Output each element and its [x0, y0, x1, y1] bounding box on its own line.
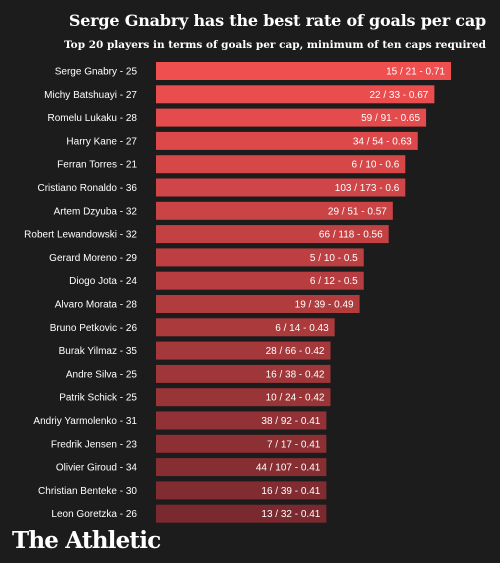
data-label: 15 / 21 - 0.71	[386, 67, 445, 78]
bar	[156, 318, 335, 337]
data-label: 6 / 12 - 0.5	[310, 276, 358, 287]
bar	[156, 225, 389, 244]
bar	[156, 388, 331, 407]
chart-subtitle: Top 20 players in terms of goals per cap…	[64, 39, 486, 51]
data-label: 7 / 17 - 0.41	[267, 439, 321, 450]
the-athletic-logo: The Athletic	[12, 527, 161, 554]
data-label: 22 / 33 - 0.67	[369, 90, 428, 101]
data-label: 34 / 54 - 0.63	[353, 136, 412, 147]
data-label: 66 / 118 - 0.56	[319, 230, 383, 241]
category-label: Diogo Jota - 24	[69, 276, 137, 287]
category-label: Alvaro Morata - 28	[55, 300, 138, 311]
category-label: Andriy Yarmolenko - 31	[33, 416, 137, 427]
data-label: 19 / 39 - 0.49	[295, 300, 354, 311]
data-label: 6 / 10 - 0.6	[351, 160, 399, 171]
category-label: Artem Dzyuba - 32	[54, 206, 138, 217]
category-label: Harry Kane - 27	[66, 136, 137, 147]
bar	[156, 434, 327, 453]
category-label: Gerard Moreno - 29	[49, 253, 137, 264]
bar	[156, 131, 418, 150]
bar	[156, 178, 406, 197]
category-label: Bruno Petkovic - 26	[50, 323, 138, 334]
bar	[156, 364, 331, 383]
data-label: 16 / 38 - 0.42	[266, 369, 325, 380]
category-label: Romelu Lukaku - 28	[48, 113, 138, 124]
data-label: 5 / 10 - 0.5	[310, 253, 358, 264]
category-label: Ferran Torres - 21	[57, 160, 137, 171]
data-label: 44 / 107 - 0.41	[256, 463, 321, 474]
bar	[156, 411, 327, 430]
data-label: 13 / 32 - 0.41	[261, 509, 320, 520]
data-label: 29 / 51 - 0.57	[328, 206, 387, 217]
bar	[156, 85, 435, 104]
data-label: 16 / 39 - 0.41	[261, 486, 320, 497]
bar	[156, 248, 364, 267]
data-label: 10 / 24 - 0.42	[266, 393, 325, 404]
data-label: 38 / 92 - 0.41	[261, 416, 320, 427]
category-label: Cristiano Ronaldo - 36	[38, 183, 138, 194]
category-label: Serge Gnabry - 25	[55, 67, 138, 78]
chart-title: Serge Gnabry has the best rate of goals …	[68, 11, 486, 30]
category-label: Andre Silva - 25	[66, 369, 138, 380]
bar	[156, 62, 451, 80]
data-label: 28 / 66 - 0.42	[266, 346, 325, 357]
category-label: Christian Benteke - 30	[38, 486, 137, 497]
category-label: Patrik Schick - 25	[59, 393, 137, 404]
category-label: Robert Lewandowski - 32	[24, 230, 137, 241]
bar	[156, 504, 327, 523]
data-label: 59 / 91 - 0.65	[361, 113, 420, 124]
category-label: Leon Goretzka - 26	[51, 509, 137, 520]
data-label: 6 / 14 - 0.43	[275, 323, 329, 334]
bar	[156, 271, 364, 290]
category-label: Fredrik Jensen - 23	[51, 439, 138, 450]
bar	[156, 108, 427, 127]
category-label: Olivier Giroud - 34	[56, 463, 138, 474]
bar	[156, 341, 331, 360]
bar	[156, 155, 406, 174]
category-label: Michy Batshuayi - 27	[44, 90, 137, 101]
bar	[156, 481, 327, 500]
bar	[156, 295, 360, 313]
bar	[156, 201, 393, 220]
category-label: Burak Yilmaz - 35	[59, 346, 138, 357]
bar	[156, 458, 327, 477]
data-label: 103 / 173 - 0.6	[335, 183, 400, 194]
